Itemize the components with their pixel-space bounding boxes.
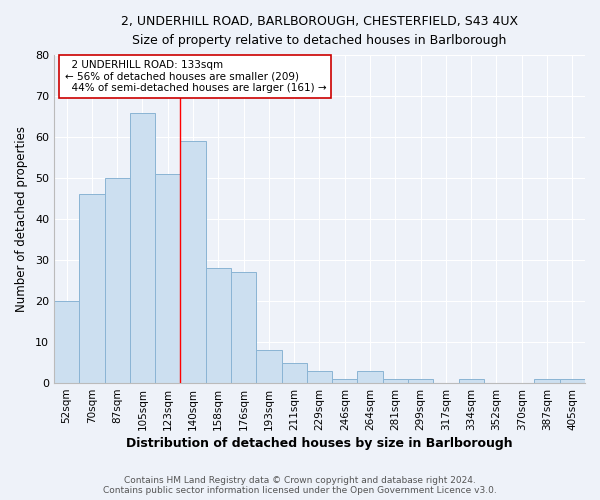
Text: Contains HM Land Registry data © Crown copyright and database right 2024.
Contai: Contains HM Land Registry data © Crown c… [103,476,497,495]
Bar [560,379,585,383]
Title: 2, UNDERHILL ROAD, BARLBOROUGH, CHESTERFIELD, S43 4UX
Size of property relative : 2, UNDERHILL ROAD, BARLBOROUGH, CHESTERF… [121,15,518,47]
Bar [130,112,155,383]
Bar [535,379,560,383]
Bar [256,350,281,383]
Bar [206,268,231,383]
Bar [231,272,256,383]
Bar [79,194,104,383]
Y-axis label: Number of detached properties: Number of detached properties [15,126,28,312]
X-axis label: Distribution of detached houses by size in Barlborough: Distribution of detached houses by size … [126,437,513,450]
Bar [332,379,358,383]
Bar [155,174,181,383]
Bar [307,371,332,383]
Bar [458,379,484,383]
Bar [181,141,206,383]
Bar [281,362,307,383]
Bar [383,379,408,383]
Bar [358,371,383,383]
Text: 2 UNDERHILL ROAD: 133sqm
← 56% of detached houses are smaller (209)
  44% of sem: 2 UNDERHILL ROAD: 133sqm ← 56% of detach… [65,60,326,93]
Bar [408,379,433,383]
Bar [104,178,130,383]
Bar [54,301,79,383]
